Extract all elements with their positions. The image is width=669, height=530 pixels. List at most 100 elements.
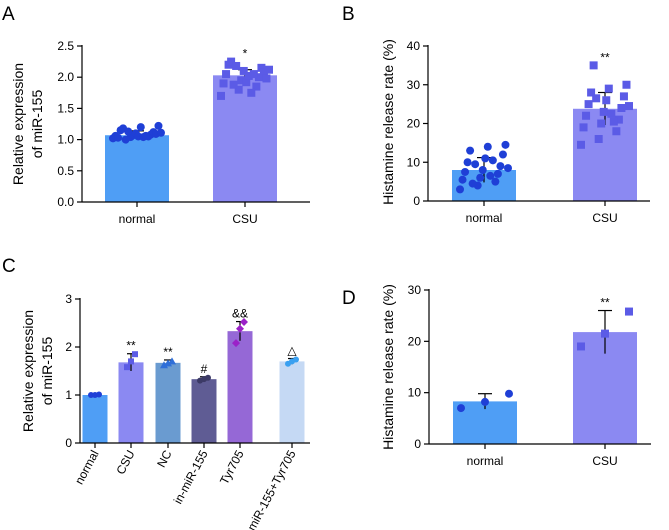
panel-b-point (617, 104, 626, 112)
panel-a-point (247, 88, 256, 97)
panel-b-point (587, 88, 596, 97)
panel-a-x-tick-label: normal (119, 212, 156, 226)
panel-d-x-tick-label: normal (467, 454, 504, 468)
panel-b-y-tick-label: 30 (407, 78, 421, 92)
panel-c-point (168, 357, 176, 365)
panel-c-significance-label: # (201, 362, 208, 376)
panel-a-point (219, 79, 228, 88)
panel-b-x-tick-label: CSU (592, 211, 617, 225)
panel-b-point (488, 156, 497, 165)
panel-b-point (466, 146, 475, 155)
panel-c-bar (155, 362, 181, 443)
panel-b-point (599, 107, 608, 116)
panel-c-x-tick-label: NC (154, 448, 175, 470)
panel-c: C Relative expression of miR-155 (2, 256, 55, 432)
panel-a-x-tick-label: CSU (232, 212, 257, 226)
panel-c-y-tick-label: 3 (65, 292, 72, 306)
panel-b-point (609, 117, 618, 126)
panel-d-y-tick-label: 30 (408, 283, 422, 297)
panel-d-y-tick-label: 20 (408, 334, 422, 348)
panel-a-point (222, 70, 231, 79)
panel-b-point (481, 154, 490, 163)
panel-b-point (456, 185, 464, 194)
panel-c-significance-label: && (232, 307, 248, 321)
panel-a-point (259, 68, 268, 77)
panel-a-y-tick-label: 2.5 (57, 39, 74, 53)
panel-a-point (157, 128, 165, 137)
panel-a-point (262, 74, 271, 83)
panel-a-point (244, 71, 253, 80)
panel-b-point (498, 150, 507, 159)
panel-b-plot: 0 10 20 30 40 normal CSU ** (407, 39, 650, 225)
panel-b-point (625, 102, 633, 111)
panel-b-point (604, 84, 613, 93)
panel-c-point (240, 318, 248, 327)
panel-d-x-tick-label: CSU (592, 454, 617, 468)
panel-c-ylabel-line-1: Relative expression (20, 310, 36, 432)
panel-b-point (486, 171, 495, 180)
panel-a-point (254, 73, 263, 82)
panel-a-y-tick-label: 2.0 (57, 70, 74, 84)
panel-c-significance-label: ** (163, 345, 173, 359)
panel-a-ylabel-line-1: Relative expression (10, 63, 26, 185)
panel-c-bar (279, 361, 305, 443)
panel-c-x-tick-label: CSU (113, 448, 137, 477)
panel-a-bar (105, 135, 169, 202)
panel-a-y-tick-label: 1.0 (57, 133, 74, 147)
panel-d-point (601, 329, 609, 338)
panel-b-point (589, 61, 598, 70)
panel-b-point (493, 169, 502, 178)
panel-d: D Histamine release rate (%) (342, 284, 396, 450)
panel-b-point (619, 92, 628, 101)
panel-d-point (481, 397, 489, 406)
panel-c-point (205, 374, 211, 381)
panel-a-y-tick-label: 1.5 (57, 101, 74, 115)
panel-c-y-tick-label: 2 (65, 340, 72, 354)
panel-b-y-tick-label: 40 (407, 39, 421, 53)
panel-a-point (232, 61, 241, 70)
panel-a-point (239, 66, 248, 75)
panel-a-y-tick-label: 0.0 (57, 195, 74, 209)
panel-a-plot: 0.0 0.5 1.0 1.5 2.0 2.5 normal CSU * (57, 39, 310, 226)
panel-b-point (476, 173, 485, 182)
panel-a-y-tick-label: 0.5 (57, 164, 74, 178)
panel-c-point (96, 391, 102, 398)
panel-b-point (463, 158, 472, 167)
panel-c-ylabel-line-2: of miR-155 (39, 337, 55, 406)
panel-c-y-tick-label: 0 (65, 436, 72, 450)
panel-b-y-tick-label: 0 (413, 194, 420, 208)
panel-b-point (504, 164, 512, 173)
panel-c-point (160, 361, 168, 369)
panel-b-label: B (342, 4, 355, 25)
panel-b-point (491, 177, 500, 186)
panel-d-y-tick-label: 0 (414, 437, 421, 451)
panel-b-point (594, 135, 603, 143)
panel-c-significance-label: ** (126, 339, 136, 353)
panel-c-point (236, 324, 244, 333)
panel-d-ylabel: Histamine release rate (%) (380, 284, 396, 450)
panel-b-point (468, 179, 477, 188)
panel-d-label: D (342, 288, 356, 309)
panel-b-x-tick-label: normal (466, 211, 503, 225)
panel-a-point (242, 78, 251, 87)
panel-c-x-tick-label: normal (72, 448, 102, 487)
panel-c-point (128, 358, 134, 365)
panel-a-point (265, 65, 273, 74)
panel-c-point (132, 351, 138, 358)
panel-b: B Histamine release rate (%) (342, 4, 396, 205)
panel-b-significance-label: ** (600, 50, 610, 64)
panel-a-label: A (2, 4, 15, 25)
panel-a-point (141, 131, 150, 140)
panel-d-point (577, 342, 585, 351)
panel-b-point (584, 100, 593, 109)
panel-a-point (121, 135, 130, 144)
panel-b-point (622, 80, 631, 89)
panel-b-point (597, 119, 606, 128)
panel-b-point (607, 109, 616, 118)
panel-a-point (227, 57, 236, 66)
panel-c-bar (82, 395, 108, 443)
panel-b-point (501, 140, 510, 149)
panel-a-ylabel-line-2: of miR-155 (29, 90, 45, 159)
panel-c-bar (191, 379, 217, 443)
panel-c-x-tick-label: in-miR-155 (171, 448, 211, 507)
